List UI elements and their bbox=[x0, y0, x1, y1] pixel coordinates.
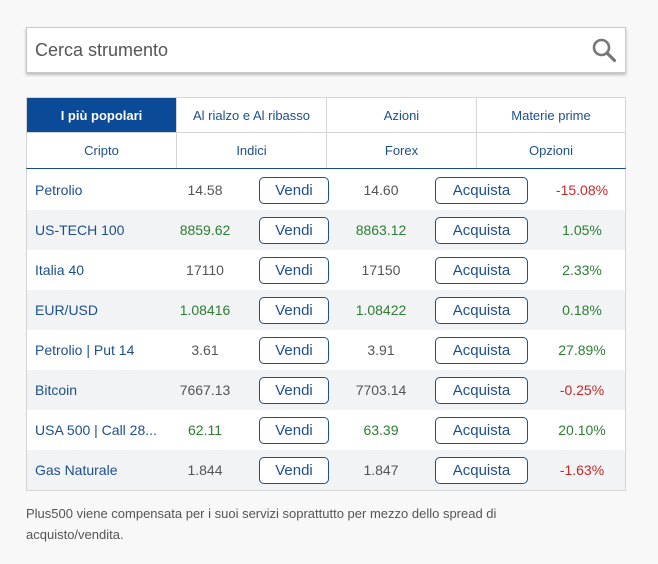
instrument-name[interactable]: EUR/USD bbox=[35, 302, 99, 318]
sell-price: 62.11 bbox=[188, 422, 222, 438]
buy-button[interactable]: Acquista bbox=[435, 377, 528, 404]
buy-button[interactable]: Acquista bbox=[435, 457, 528, 484]
buy-price: 3.91 bbox=[367, 342, 395, 358]
category-tabs: I più popolari Al rialzo e Al ribasso Az… bbox=[26, 97, 626, 169]
sell-button[interactable]: Vendi bbox=[259, 377, 329, 404]
buy-price: 63.39 bbox=[363, 422, 399, 438]
instrument-name[interactable]: Gas Naturale bbox=[35, 462, 118, 478]
table-row: Petrolio 14.58 Vendi 14.60 Acquista -15.… bbox=[27, 170, 625, 210]
buy-button[interactable]: Acquista bbox=[435, 257, 528, 284]
tab-risers-fallers[interactable]: Al rialzo e Al ribasso bbox=[177, 98, 327, 133]
tab-forex[interactable]: Forex bbox=[327, 133, 477, 168]
sell-button[interactable]: Vendi bbox=[259, 217, 329, 244]
change-percent: 2.33% bbox=[562, 262, 602, 278]
table-row: USA 500 | Call 28... 62.11 Vendi 63.39 A… bbox=[27, 410, 625, 450]
buy-price: 1.847 bbox=[363, 462, 399, 478]
sell-price: 1.08416 bbox=[179, 302, 231, 318]
tab-crypto[interactable]: Cripto bbox=[27, 133, 177, 168]
buy-button[interactable]: Acquista bbox=[435, 337, 528, 364]
change-percent: 20.10% bbox=[558, 422, 606, 438]
sell-price: 8859.62 bbox=[179, 222, 231, 238]
table-row: Bitcoin 7667.13 Vendi 7703.14 Acquista -… bbox=[27, 370, 625, 410]
change-percent: 27.89% bbox=[558, 342, 606, 358]
instrument-name[interactable]: Petrolio bbox=[35, 182, 83, 198]
buy-price: 1.08422 bbox=[355, 302, 407, 318]
buy-price: 8863.12 bbox=[355, 222, 407, 238]
sell-button[interactable]: Vendi bbox=[259, 257, 329, 284]
buy-button[interactable]: Acquista bbox=[435, 177, 528, 204]
tab-commodities[interactable]: Materie prime bbox=[477, 98, 625, 133]
table-row: Petrolio | Put 14 3.61 Vendi 3.91 Acquis… bbox=[27, 330, 625, 370]
sell-price: 14.58 bbox=[187, 182, 223, 198]
table-row: US-TECH 100 8859.62 Vendi 8863.12 Acquis… bbox=[27, 210, 625, 250]
buy-price: 14.60 bbox=[363, 182, 399, 198]
spread-disclaimer: Plus500 viene compensata per i suoi serv… bbox=[26, 506, 497, 542]
buy-button[interactable]: Acquista bbox=[435, 297, 528, 324]
instrument-name[interactable]: Petrolio | Put 14 bbox=[35, 342, 135, 358]
change-percent: 0.18% bbox=[562, 302, 602, 318]
sell-price: 17110 bbox=[186, 262, 224, 278]
search-input[interactable] bbox=[35, 28, 585, 72]
table-row: Italia 40 17110 Vendi 17150 Acquista 2.3… bbox=[27, 250, 625, 290]
instrument-name[interactable]: USA 500 | Call 28... bbox=[35, 422, 157, 438]
sell-button[interactable]: Vendi bbox=[259, 337, 329, 364]
sell-button[interactable]: Vendi bbox=[259, 417, 329, 444]
search-icon[interactable] bbox=[591, 37, 617, 63]
change-percent: -1.63% bbox=[559, 462, 605, 478]
tab-options[interactable]: Opzioni bbox=[477, 133, 625, 168]
instrument-name[interactable]: US-TECH 100 bbox=[35, 222, 125, 238]
table-row: Gas Naturale 1.844 Vendi 1.847 Acquista … bbox=[27, 450, 625, 490]
instruments-table: Petrolio 14.58 Vendi 14.60 Acquista -15.… bbox=[26, 169, 626, 491]
buy-price: 7703.14 bbox=[355, 382, 407, 398]
sell-button[interactable]: Vendi bbox=[259, 177, 329, 204]
tab-stocks[interactable]: Azioni bbox=[327, 98, 477, 133]
instrument-name[interactable]: Italia 40 bbox=[35, 262, 85, 278]
table-row: EUR/USD 1.08416 Vendi 1.08422 Acquista 0… bbox=[27, 290, 625, 330]
buy-button[interactable]: Acquista bbox=[435, 217, 528, 244]
change-percent: -15.08% bbox=[555, 182, 609, 198]
buy-price: 17150 bbox=[361, 262, 401, 278]
change-percent: -0.25% bbox=[559, 382, 605, 398]
sell-price: 7667.13 bbox=[179, 382, 231, 398]
instrument-name[interactable]: Bitcoin bbox=[35, 382, 78, 398]
sell-price: 3.61 bbox=[191, 342, 219, 358]
tab-most-popular[interactable]: I più popolari bbox=[27, 98, 177, 133]
sell-button[interactable]: Vendi bbox=[259, 457, 329, 484]
tab-indices[interactable]: Indici bbox=[177, 133, 327, 168]
buy-button[interactable]: Acquista bbox=[435, 417, 528, 444]
search-box[interactable] bbox=[26, 27, 626, 73]
sell-button[interactable]: Vendi bbox=[259, 297, 329, 324]
sell-price: 1.844 bbox=[187, 462, 223, 478]
change-percent: 1.05% bbox=[562, 222, 602, 238]
